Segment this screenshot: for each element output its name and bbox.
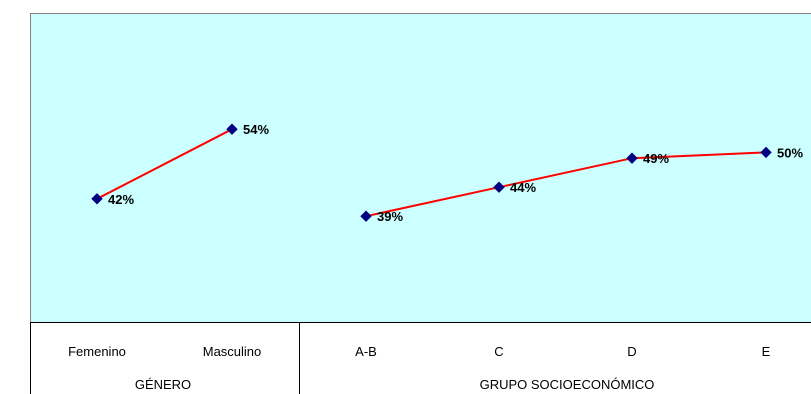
- category-label: A-B: [355, 344, 377, 359]
- data-label: 39%: [377, 209, 403, 224]
- group-label: GRUPO SOCIOECONÓMICO: [480, 377, 655, 392]
- plot-area: [31, 14, 811, 323]
- data-label: 44%: [510, 180, 536, 195]
- category-label: E: [762, 344, 771, 359]
- category-label: Masculino: [203, 344, 262, 359]
- category-axis-frame: Femenino Masculino GÉNERO A-B C D E GRUPO SOCIO…: [30, 322, 811, 394]
- group-label: GÉNERO: [135, 377, 191, 392]
- category-label: C: [494, 344, 503, 359]
- data-label: 50%: [777, 145, 803, 160]
- data-label: 49%: [643, 151, 669, 166]
- category-label: Femenino: [68, 344, 126, 359]
- data-label: 42%: [108, 192, 134, 207]
- data-label: 54%: [243, 122, 269, 137]
- category-label: D: [627, 344, 636, 359]
